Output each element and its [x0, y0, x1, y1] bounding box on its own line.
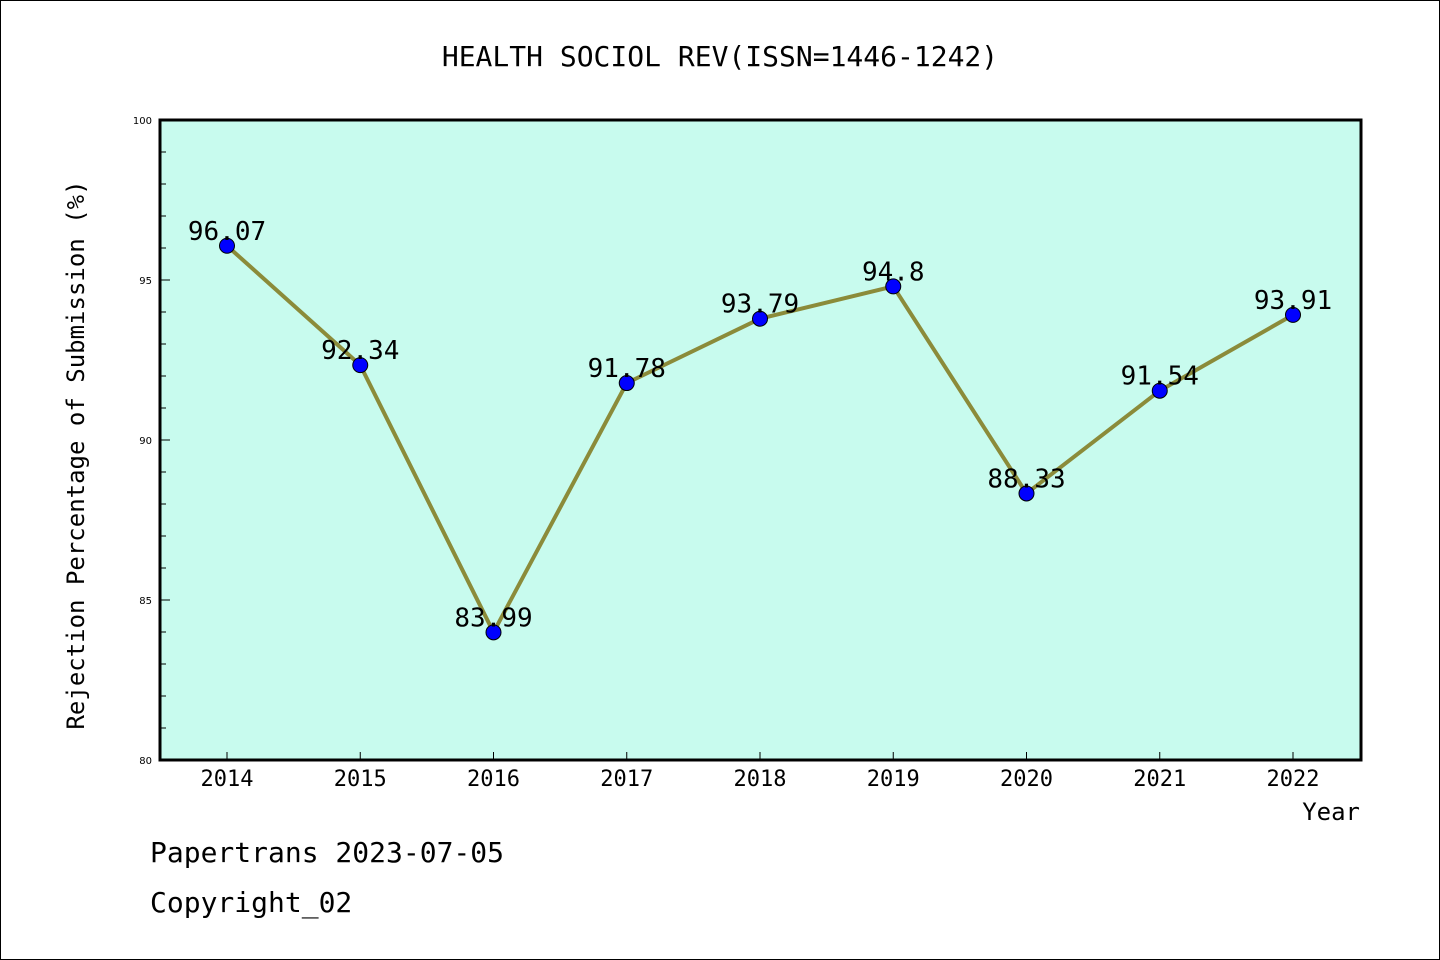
x-tick-label: 2022 — [1267, 767, 1320, 792]
chart-title: HEALTH SOCIOL REV(ISSN=1446-1242) — [442, 40, 998, 73]
data-point — [885, 278, 902, 295]
data-label: 88.33 — [987, 464, 1065, 494]
x-tick-label: 2016 — [467, 767, 520, 792]
x-tick-label: 2014 — [201, 767, 254, 792]
data-label: 93.79 — [721, 290, 799, 320]
data-point — [1151, 382, 1168, 399]
data-label: 94.8 — [862, 257, 925, 287]
x-tick-label: 2019 — [867, 767, 920, 792]
footer-date: Papertrans 2023-07-05 — [150, 836, 505, 869]
data-point — [1285, 306, 1301, 323]
data-label: 83.99 — [454, 603, 532, 633]
y-tick-label: 90 — [139, 436, 152, 447]
y-axis-label: Rejection Percentage of Submission (%) — [62, 180, 90, 729]
data-label: 91.78 — [588, 354, 666, 384]
data-point — [352, 357, 369, 374]
data-point — [618, 375, 635, 392]
x-tick-label: 2021 — [1133, 767, 1186, 792]
data-point — [752, 310, 768, 327]
data-label: 96.07 — [188, 217, 266, 247]
x-tick-label: 2015 — [334, 767, 387, 792]
y-tick-label: 85 — [139, 596, 152, 607]
x-tick-label: 2020 — [1000, 767, 1053, 792]
x-axis: 2014 2015 2016 2017 2018 2019 2020 2021 2022 — [201, 752, 1320, 792]
data-point — [485, 624, 502, 641]
x-tick-label: 2017 — [600, 767, 653, 792]
data-label: 92.34 — [321, 336, 399, 366]
y-tick-label: 95 — [139, 276, 152, 287]
data-label: 93.91 — [1254, 286, 1332, 316]
y-tick-label: 80 — [139, 756, 152, 767]
data-point — [219, 237, 235, 254]
x-axis-label: Year — [1302, 798, 1360, 826]
x-tick-label: 2018 — [734, 767, 787, 792]
y-tick-label: 100 — [133, 116, 152, 127]
data-point — [1018, 485, 1035, 502]
plot-area — [158, 118, 1363, 762]
footer-copyright: Copyright_02 — [150, 886, 353, 919]
y-axis: 80 85 90 95 100 — [133, 116, 170, 767]
series-layer: 96.07 92.34 83.99 91.78 93.79 94.8 88.33 91.54 9… — [188, 217, 1332, 641]
data-label: 91.54 — [1121, 362, 1199, 392]
